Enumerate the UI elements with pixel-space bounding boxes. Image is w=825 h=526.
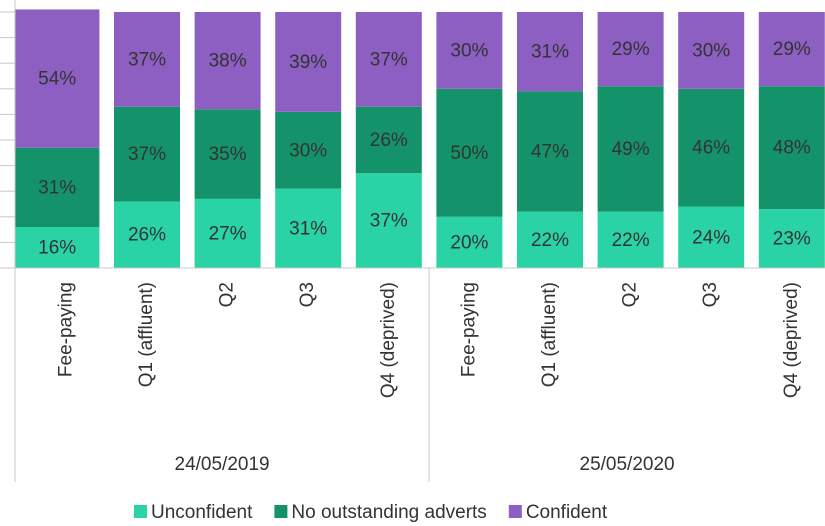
data-label: 20% [450, 232, 488, 253]
data-label: 31% [531, 42, 569, 63]
bar-segment [436, 216, 503, 268]
data-label: 35% [209, 144, 247, 165]
bar-segment [15, 147, 100, 228]
data-label: 22% [612, 230, 650, 251]
data-label: 39% [289, 52, 327, 73]
data-label: 37% [370, 49, 408, 70]
data-label: 49% [612, 139, 650, 160]
bar-segment [678, 88, 745, 207]
bar-segment [436, 88, 503, 217]
x-tick-label: Q3 [700, 282, 721, 307]
bar-segment [597, 86, 664, 212]
data-label: 22% [531, 230, 569, 251]
data-label: 31% [289, 218, 327, 239]
bar-segment [758, 209, 825, 268]
legend-label: No outstanding adverts [291, 502, 486, 523]
x-tick-label: Fee-paying [458, 282, 479, 377]
x-tick-label: Q4 (deprived) [378, 282, 399, 398]
bar-segment [597, 211, 664, 268]
data-label: 26% [128, 225, 166, 246]
data-label: 23% [773, 229, 811, 250]
data-label: 46% [692, 138, 730, 159]
bar-segment [678, 206, 745, 268]
data-label: 29% [612, 39, 650, 60]
bar-segment [15, 227, 100, 268]
x-tick-label: Q2 [620, 282, 641, 307]
bar-segment [15, 9, 100, 148]
data-label: 37% [128, 144, 166, 165]
bar-segment [275, 111, 342, 189]
x-tick-label: Q1 (affluent) [539, 282, 560, 387]
data-label: 27% [209, 223, 247, 244]
bar-segment [355, 173, 422, 268]
x-tick-label: Q1 (affluent) [136, 282, 157, 387]
legend-label: Unconfident [151, 502, 253, 523]
data-label: 47% [531, 142, 569, 163]
bar-segment [758, 12, 825, 87]
data-label: 37% [128, 49, 166, 70]
bar-segment [355, 12, 422, 107]
bar-segment [275, 12, 342, 112]
bar-segment [517, 211, 583, 268]
bar-segment [194, 198, 261, 268]
data-label: 16% [38, 238, 76, 259]
bar-segment [678, 12, 745, 89]
group-label: 25/05/2020 [580, 454, 675, 475]
data-label: 24% [692, 227, 730, 248]
bar-segment [114, 106, 180, 202]
data-label: 38% [209, 51, 247, 72]
bar-segment [275, 188, 342, 268]
bar-segment [597, 12, 664, 87]
data-label: 30% [692, 40, 730, 61]
x-tick-label: Fee-paying [55, 282, 76, 377]
data-label: 26% [370, 130, 408, 151]
bar-segment [114, 12, 180, 107]
legend-swatch [134, 505, 147, 518]
data-label: 50% [450, 143, 488, 164]
data-label: 37% [370, 211, 408, 232]
bar-segment [194, 109, 261, 199]
x-tick-label: Q4 (deprived) [781, 282, 802, 398]
x-tick-label: Q2 [217, 282, 238, 307]
bar-segment [436, 12, 503, 89]
bar-segment [758, 86, 825, 210]
x-tick-label: Q3 [297, 282, 318, 307]
data-label: 48% [773, 138, 811, 159]
group-label: 24/05/2019 [175, 454, 270, 475]
bar-segment [355, 106, 422, 174]
legend-swatch [274, 505, 288, 518]
data-label: 54% [38, 69, 76, 90]
legend-swatch [508, 505, 522, 518]
data-label: 29% [773, 39, 811, 60]
bar-segment [517, 12, 583, 92]
bar-segment [517, 91, 583, 212]
bar-segment [194, 12, 261, 110]
data-label: 30% [450, 40, 488, 61]
data-label: 30% [289, 140, 327, 161]
data-label: 31% [38, 177, 76, 198]
legend-label: Confident [526, 502, 608, 523]
bar-segment [114, 201, 180, 268]
